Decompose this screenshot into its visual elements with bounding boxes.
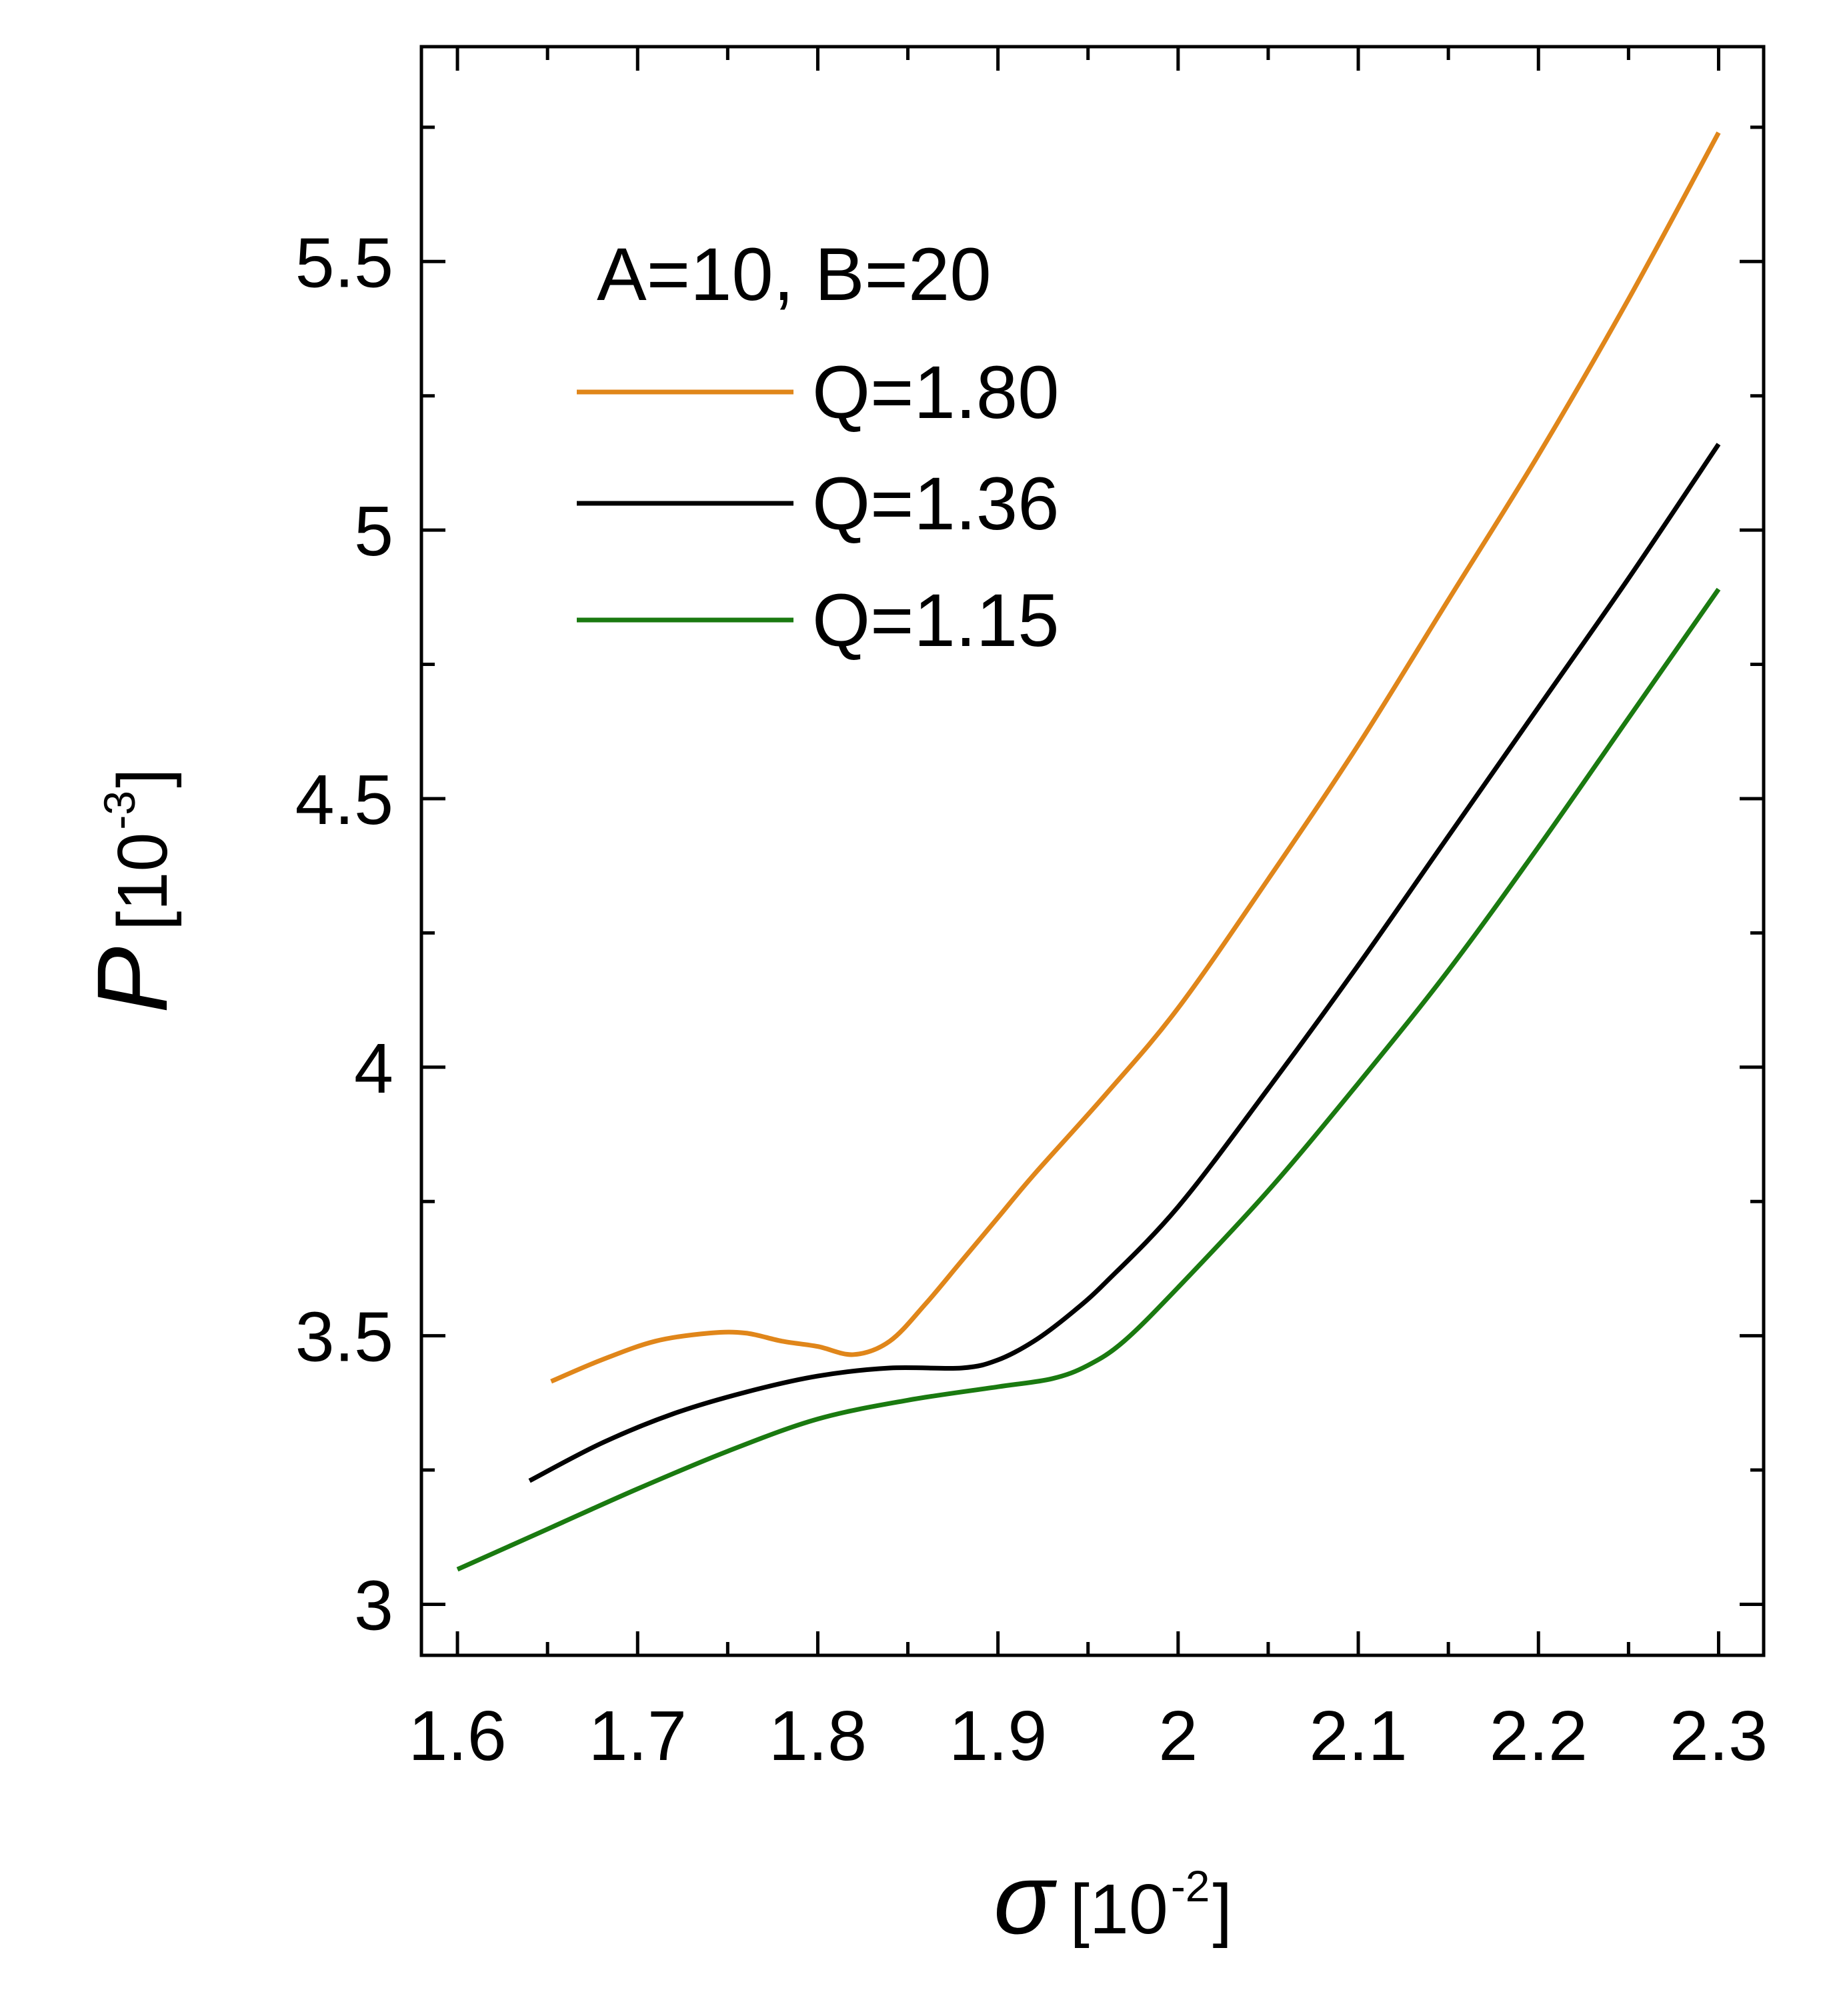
y-tick-label: 5.5 (295, 223, 393, 302)
x-axis-title: σ [10 -2 ] (994, 1843, 1232, 1955)
y-tick-label: 5 (354, 492, 393, 571)
y-axis-unit-exp: -3 (95, 791, 144, 830)
y-tick-label: 4.5 (295, 761, 393, 839)
series-line-q-1-15 (456, 587, 1721, 1572)
series-layer (456, 131, 1721, 1572)
plot-frame (419, 45, 1766, 1657)
legend-label-q115: Q=1.15 (812, 579, 1060, 662)
legend-label-q180: Q=1.80 (812, 351, 1060, 434)
x-tick-label: 2.1 (1309, 1697, 1407, 1775)
legend-label-q136: Q=1.36 (812, 462, 1060, 545)
y-tick-label: 3.5 (295, 1298, 393, 1377)
y-tick-labels: 3 3.5 4 4.5 5 5.5 (295, 223, 393, 1645)
y-tick-label: 3 (354, 1566, 393, 1645)
legend: A=10, B=20 Q=1.80 Q=1.36 Q=1.15 (577, 233, 1060, 662)
x-axis-unit-open: [10 (1070, 1870, 1168, 1949)
y-axis-unit-open: [10 (103, 833, 182, 931)
svg-text:P [10 -3 ]: P [10 -3 ] (76, 768, 188, 1013)
x-axis-unit-close: ] (1213, 1870, 1232, 1949)
series-line-q-1-36 (528, 443, 1721, 1483)
legend-title: A=10, B=20 (597, 233, 992, 316)
x-tick-label: 1.9 (949, 1697, 1047, 1775)
x-tick-label: 2.3 (1670, 1697, 1768, 1775)
x-tick-label: 1.7 (589, 1697, 687, 1775)
series-line-q-1-80 (550, 131, 1721, 1384)
x-tick-label: 1.6 (408, 1697, 506, 1775)
ticks-layer (421, 47, 1764, 1655)
x-tick-label: 2.2 (1490, 1697, 1588, 1775)
y-axis-unit-close: ] (103, 768, 182, 787)
x-axis-unit-exp: -2 (1171, 1861, 1210, 1911)
y-tick-label: 4 (354, 1029, 393, 1108)
x-tick-label: 2 (1158, 1697, 1198, 1775)
y-axis-symbol: P (76, 947, 188, 1013)
y-axis-title: P [10 -3 ] (76, 768, 188, 1013)
x-axis-symbol: σ (994, 1843, 1058, 1955)
x-tick-label: 1.8 (769, 1697, 867, 1775)
x-tick-labels: 1.6 1.7 1.8 1.9 2 2.1 2.2 2.3 (408, 1697, 1768, 1775)
svg-text:σ [10 -2 ]: σ [10 -2 ] (994, 1843, 1232, 1955)
